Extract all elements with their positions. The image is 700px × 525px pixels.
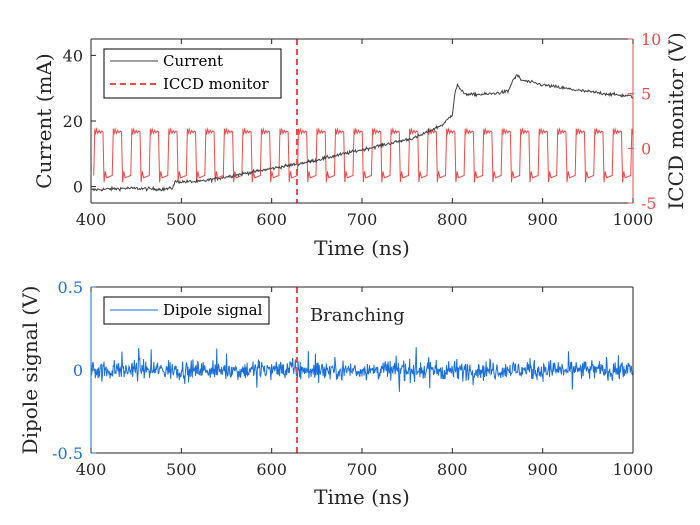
- y-tick-label: 0: [73, 178, 83, 197]
- dipole-signal-series: [90, 347, 633, 392]
- y-tick-label-right: 0: [641, 139, 651, 158]
- y-tick-label: -0.5: [52, 444, 83, 463]
- y-tick-label-right: 5: [641, 85, 651, 104]
- x-tick-label: 700: [347, 460, 378, 479]
- y-tick-label: 0.5: [58, 278, 83, 297]
- x-tick-label: 600: [256, 460, 287, 479]
- y-tick-label-right: 10: [641, 30, 661, 49]
- branching-annotation: Branching: [310, 305, 405, 326]
- iccd-monitor-line: [93, 127, 633, 183]
- x-tick-label: 900: [527, 460, 558, 479]
- top-legend: Current ICCD monitor: [103, 48, 282, 99]
- x-tick-label: 1000: [613, 210, 654, 229]
- bottom-panel: Branching 400 500 600 700 800 900 1000 -0.5 0 0.…: [18, 278, 653, 509]
- current-series: [90, 74, 634, 193]
- y-tick-label: 40: [63, 46, 83, 65]
- top-x-ticks: 400 500 600 700 800 900 1000: [76, 39, 654, 229]
- x-tick-label: 800: [437, 210, 468, 229]
- top-right-y-label: ICCD monitor (V): [664, 32, 688, 209]
- x-tick-label: 700: [347, 210, 378, 229]
- top-legend-box: [103, 48, 282, 99]
- x-tick-label: 400: [76, 460, 107, 479]
- legend-iccd-label: ICCD monitor: [163, 75, 269, 93]
- top-left-y-label: Current (mA): [32, 53, 56, 188]
- y-tick-label: 0: [73, 361, 83, 380]
- top-x-label: Time (ns): [314, 236, 410, 260]
- top-right-ticks: -5 0 5 10: [628, 30, 661, 213]
- legend-dipole-label: Dipole signal: [163, 301, 263, 319]
- bottom-y-label: Dipole signal (V): [18, 286, 42, 455]
- top-panel: 400 500 600 700 800 900 1000 0 20 40 -5 0 5 10 Time…: [32, 30, 688, 260]
- x-tick-label: 800: [437, 460, 468, 479]
- bottom-x-ticks: 400 500 600 700 800 900 1000: [76, 287, 654, 479]
- x-tick-label: 900: [527, 210, 558, 229]
- x-tick-label: 500: [166, 460, 197, 479]
- x-tick-label: 1000: [613, 460, 654, 479]
- y-tick-label: 20: [63, 112, 83, 131]
- x-tick-label: 600: [256, 210, 287, 229]
- top-left-ticks: 0 20 40: [63, 46, 96, 197]
- x-tick-label: 400: [76, 210, 107, 229]
- bottom-y-ticks: -0.5 0 0.5: [52, 278, 96, 463]
- x-tick-label: 500: [166, 210, 197, 229]
- legend-current-label: Current: [163, 52, 223, 70]
- y-tick-label-right: -5: [641, 194, 657, 213]
- bottom-legend: Dipole signal: [103, 296, 270, 325]
- iccd-monitor-series: [93, 127, 633, 183]
- bottom-x-label: Time (ns): [314, 485, 410, 509]
